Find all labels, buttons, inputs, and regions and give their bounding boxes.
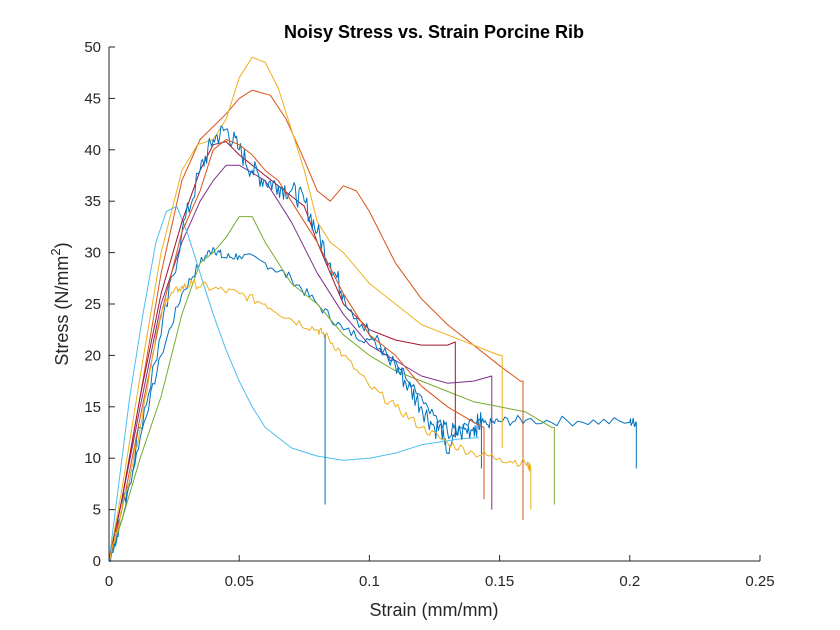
y-tick-label: 30 — [84, 245, 101, 262]
y-tick-label: 10 — [84, 450, 101, 467]
y-axis-title-main: Stress (N/mm — [52, 256, 72, 366]
y-axis-title-superscript: 2 — [48, 248, 63, 255]
x-tick-label: 0.15 — [485, 573, 514, 590]
y-tick-label: 40 — [84, 142, 101, 159]
x-ticks: 0 0.05 0.1 0.15 0.2 0.25 — [105, 555, 775, 590]
x-tick-label: 0.05 — [225, 573, 254, 590]
chart-title: Noisy Stress vs. Strain Porcine Rib — [284, 22, 584, 42]
x-tick-label: 0.1 — [359, 573, 380, 590]
series-line-4 — [108, 164, 493, 562]
y-tick-label: 45 — [84, 90, 101, 107]
y-tick-label: 35 — [84, 193, 101, 210]
series-line-5 — [108, 216, 555, 562]
series-line-3 — [108, 56, 503, 562]
series-line-6 — [108, 205, 479, 562]
x-axis-title: Strain (mm/mm) — [370, 600, 499, 620]
y-tick-label: 15 — [84, 399, 101, 416]
y-tick-label: 25 — [84, 296, 101, 313]
series-line-1 — [108, 247, 637, 562]
x-tick-label: 0.25 — [745, 573, 774, 590]
series-line-10 — [108, 279, 532, 562]
y-tick-label: 20 — [84, 347, 101, 364]
x-tick-label: 0.2 — [619, 573, 640, 590]
series-line-8 — [108, 125, 482, 562]
x-tick-label: 0 — [105, 573, 113, 590]
series-layer — [108, 56, 637, 562]
y-tick-label: 50 — [84, 39, 101, 56]
y-tick-label: 5 — [93, 502, 101, 519]
y-axis-title-close: ) — [52, 242, 72, 248]
y-ticks: 0 5 10 15 20 25 30 35 40 45 50 — [84, 39, 115, 570]
series-line-9 — [108, 139, 485, 562]
y-tick-label: 0 — [93, 553, 101, 570]
y-axis-title: Stress (N/mm2) — [48, 242, 72, 365]
